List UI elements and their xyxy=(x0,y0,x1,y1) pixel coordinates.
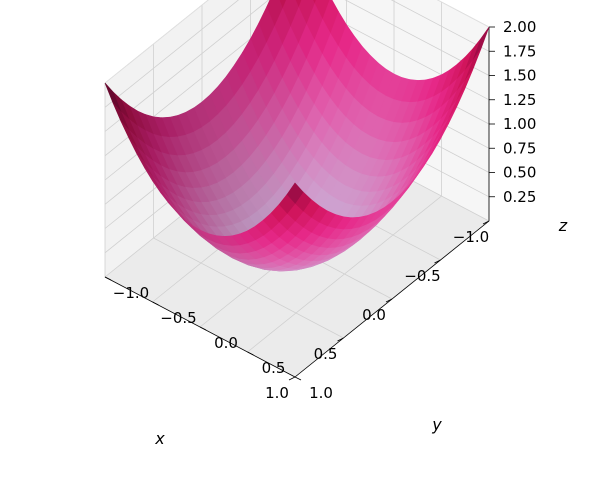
y-tick-mark xyxy=(199,326,207,331)
y-axis-label: y xyxy=(431,415,442,434)
surface-patch xyxy=(286,182,304,204)
z-tick-label: 1.00 xyxy=(503,115,536,133)
pane-top-edge xyxy=(104,0,490,84)
z-gridline xyxy=(104,0,490,157)
x-tick-mark xyxy=(337,337,344,342)
y-tick-mark xyxy=(247,351,254,356)
y-gridline xyxy=(247,2,442,353)
z-tick-label: 0.75 xyxy=(503,139,536,157)
y-tick-label: −0.5 xyxy=(160,309,196,327)
z-tick-label: 1.25 xyxy=(503,91,536,109)
z-gridline xyxy=(104,0,490,132)
x-tick-label: 1.0 xyxy=(265,384,289,402)
x-tick-label: 0.0 xyxy=(362,306,386,324)
y-tick-label: 0.5 xyxy=(262,359,286,377)
x-axis-label: x xyxy=(154,429,165,448)
surface-plot xyxy=(104,0,490,272)
z-tick-label: 1.50 xyxy=(503,67,536,85)
y-tick-label: −1.0 xyxy=(113,284,149,302)
y-tick-mark xyxy=(104,276,112,281)
x-tick-label: 0.5 xyxy=(314,345,338,363)
z-axis-label: z xyxy=(558,216,568,235)
z-gridline xyxy=(104,0,490,108)
z-tick-label: 2.00 xyxy=(503,18,536,36)
y-tick-mark xyxy=(152,301,159,306)
x-tick-mark xyxy=(434,259,441,264)
x-tick-mark xyxy=(288,376,296,381)
y-tick-label: 0.0 xyxy=(214,334,238,352)
x-tick-mark xyxy=(385,298,393,303)
x-tick-mark xyxy=(482,220,490,225)
x-tick-label: −0.5 xyxy=(404,267,440,285)
y-tick-mark xyxy=(294,376,302,381)
z-tick-label: 0.25 xyxy=(503,188,536,206)
y-tick-label: 1.0 xyxy=(309,384,333,402)
tick-labels: −1.0 −0.5 0.0 0.5 1.0 −1.0 −0.5 0.0 0.5 1.0 0.25 0.… xyxy=(104,18,536,402)
z-tick-label: 0.50 xyxy=(503,164,536,182)
z-tick-label: 1.75 xyxy=(503,42,536,60)
x-tick-label: −1.0 xyxy=(453,228,489,246)
